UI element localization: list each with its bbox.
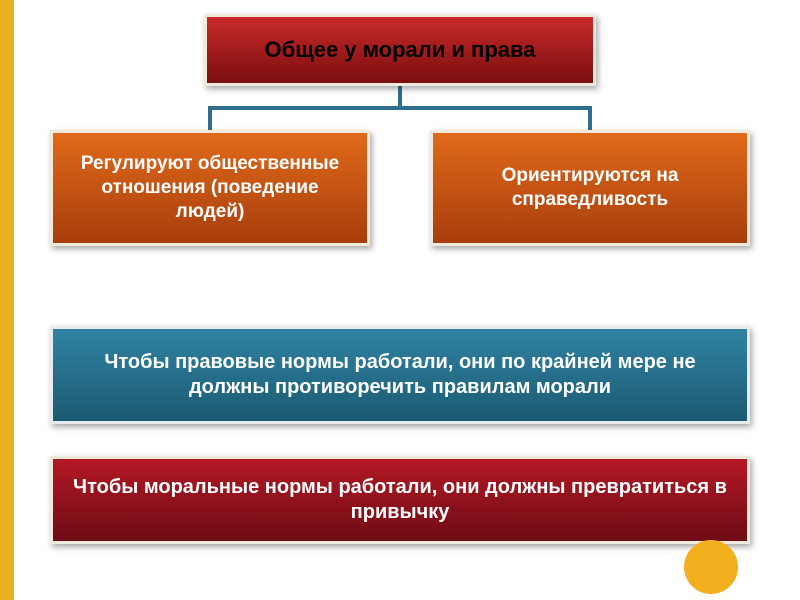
title-box: Общее у морали и права	[204, 14, 596, 86]
statement-2-text: Чтобы моральные нормы работали, они долж…	[67, 475, 733, 525]
branch-box-left: Регулируют общественные отношения (повед…	[50, 130, 370, 246]
branch-box-right: Ориентируются на справедливость	[430, 130, 750, 246]
left-accent-bar	[0, 0, 14, 600]
branch-right-text: Ориентируются на справедливость	[447, 164, 733, 212]
connector-stem	[398, 86, 402, 108]
title-text: Общее у морали и права	[265, 36, 536, 64]
connector-drop-left	[208, 106, 212, 130]
connector-bar	[208, 106, 592, 110]
branch-left-text: Регулируют общественные отношения (повед…	[67, 152, 353, 223]
statement-box-1: Чтобы правовые нормы работали, они по кр…	[50, 326, 750, 424]
statement-box-2: Чтобы моральные нормы работали, они долж…	[50, 456, 750, 544]
connector-drop-right	[588, 106, 592, 130]
circle-accent	[684, 540, 738, 594]
statement-1-text: Чтобы правовые нормы работали, они по кр…	[67, 350, 733, 400]
